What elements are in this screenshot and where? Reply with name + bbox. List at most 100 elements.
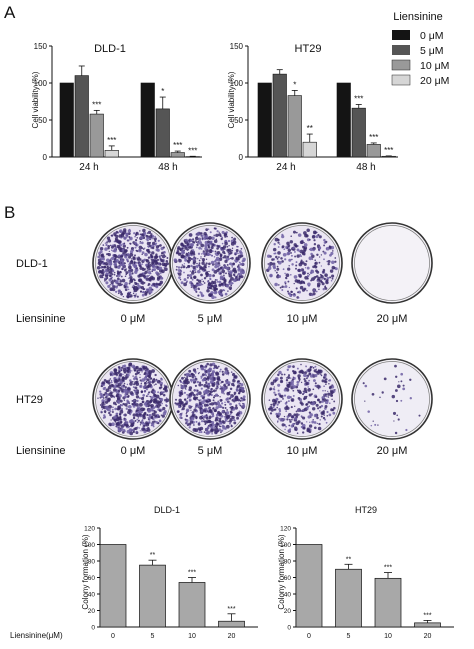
- colony: [132, 422, 135, 425]
- colony: [327, 390, 329, 393]
- colony: [206, 431, 210, 435]
- significance-label: **: [346, 556, 352, 563]
- colony: [212, 407, 215, 410]
- colony: [203, 277, 207, 280]
- colony: [142, 228, 146, 233]
- colony: [105, 380, 109, 383]
- y-tick-label: 50: [234, 116, 243, 125]
- colony: [121, 431, 125, 434]
- colony: [138, 427, 140, 429]
- colony: [96, 266, 101, 270]
- colony: [297, 233, 302, 237]
- colony: [145, 367, 149, 371]
- colony: [121, 408, 123, 410]
- colony: [395, 375, 398, 378]
- colony: [211, 236, 215, 240]
- significance-label: ***: [107, 136, 116, 145]
- colony: [107, 284, 111, 288]
- colony: [124, 249, 128, 253]
- significance-label: *: [161, 87, 164, 96]
- colony: [311, 407, 316, 411]
- colony: [400, 380, 403, 383]
- colony: [205, 399, 208, 403]
- colony: [331, 395, 333, 397]
- colony: [225, 424, 230, 429]
- colony: [157, 283, 160, 286]
- colony: [205, 389, 209, 393]
- colony: [297, 291, 299, 294]
- colony: [119, 279, 123, 283]
- colony: [272, 247, 277, 252]
- colony: [203, 415, 207, 419]
- colony: [200, 257, 202, 259]
- colony: [320, 404, 324, 408]
- colony: [230, 284, 233, 287]
- colony: [109, 413, 112, 417]
- colony: [139, 424, 142, 426]
- colony: [133, 262, 136, 265]
- colony: [277, 383, 281, 387]
- colony: [200, 253, 203, 255]
- colony: [119, 404, 122, 407]
- colony: [201, 373, 205, 377]
- colony: [214, 423, 216, 426]
- colony: [238, 402, 241, 405]
- colony: [133, 401, 136, 405]
- colony: [304, 379, 307, 383]
- colony: [192, 265, 196, 270]
- colony: [219, 247, 222, 250]
- colony: [146, 275, 149, 278]
- colony: [153, 420, 156, 423]
- colony: [201, 400, 205, 405]
- colony: [292, 389, 295, 392]
- colony: [124, 285, 127, 288]
- colony: [300, 381, 303, 384]
- colony: [160, 391, 164, 394]
- colony: [309, 413, 313, 417]
- colony: [213, 426, 216, 428]
- colony: [141, 281, 145, 285]
- colony: [126, 367, 129, 370]
- colony: [149, 238, 151, 241]
- colony: [221, 269, 226, 274]
- colony: [142, 248, 145, 250]
- colony: [155, 282, 159, 286]
- colony: [209, 403, 212, 406]
- colony: [278, 417, 280, 420]
- y-tick-label: 150: [34, 42, 48, 51]
- colony: [113, 262, 117, 267]
- significance-label: ***: [188, 570, 196, 577]
- panel-b-label: B: [4, 203, 15, 222]
- colony: [136, 258, 139, 261]
- colony: [157, 414, 160, 416]
- bar-48h-1: [155, 108, 170, 158]
- colony: [277, 241, 280, 244]
- colony: [139, 373, 141, 376]
- colony: [322, 268, 326, 272]
- colony: [315, 395, 318, 399]
- colony: [201, 278, 203, 281]
- colony: [306, 266, 310, 270]
- colony: [105, 274, 109, 278]
- colony: [192, 261, 196, 265]
- colony: [195, 415, 197, 418]
- colony: [396, 414, 399, 417]
- colony: [302, 393, 304, 396]
- colony: [393, 420, 395, 422]
- dish-inner-rim: [354, 361, 430, 437]
- colony: [155, 383, 157, 386]
- colony: [176, 247, 180, 251]
- colony: [134, 239, 138, 242]
- colony: [218, 419, 222, 423]
- colony: [187, 274, 190, 276]
- colony: [127, 410, 131, 415]
- colony: [107, 245, 111, 248]
- colony: [133, 383, 136, 386]
- colony: [164, 256, 166, 258]
- colony: [242, 406, 245, 408]
- y-axis-label-dld1-viability: Cell viability (%): [31, 71, 40, 128]
- colony: [308, 411, 312, 414]
- colony: [194, 240, 197, 242]
- colony: [119, 229, 123, 233]
- colony: [129, 279, 134, 283]
